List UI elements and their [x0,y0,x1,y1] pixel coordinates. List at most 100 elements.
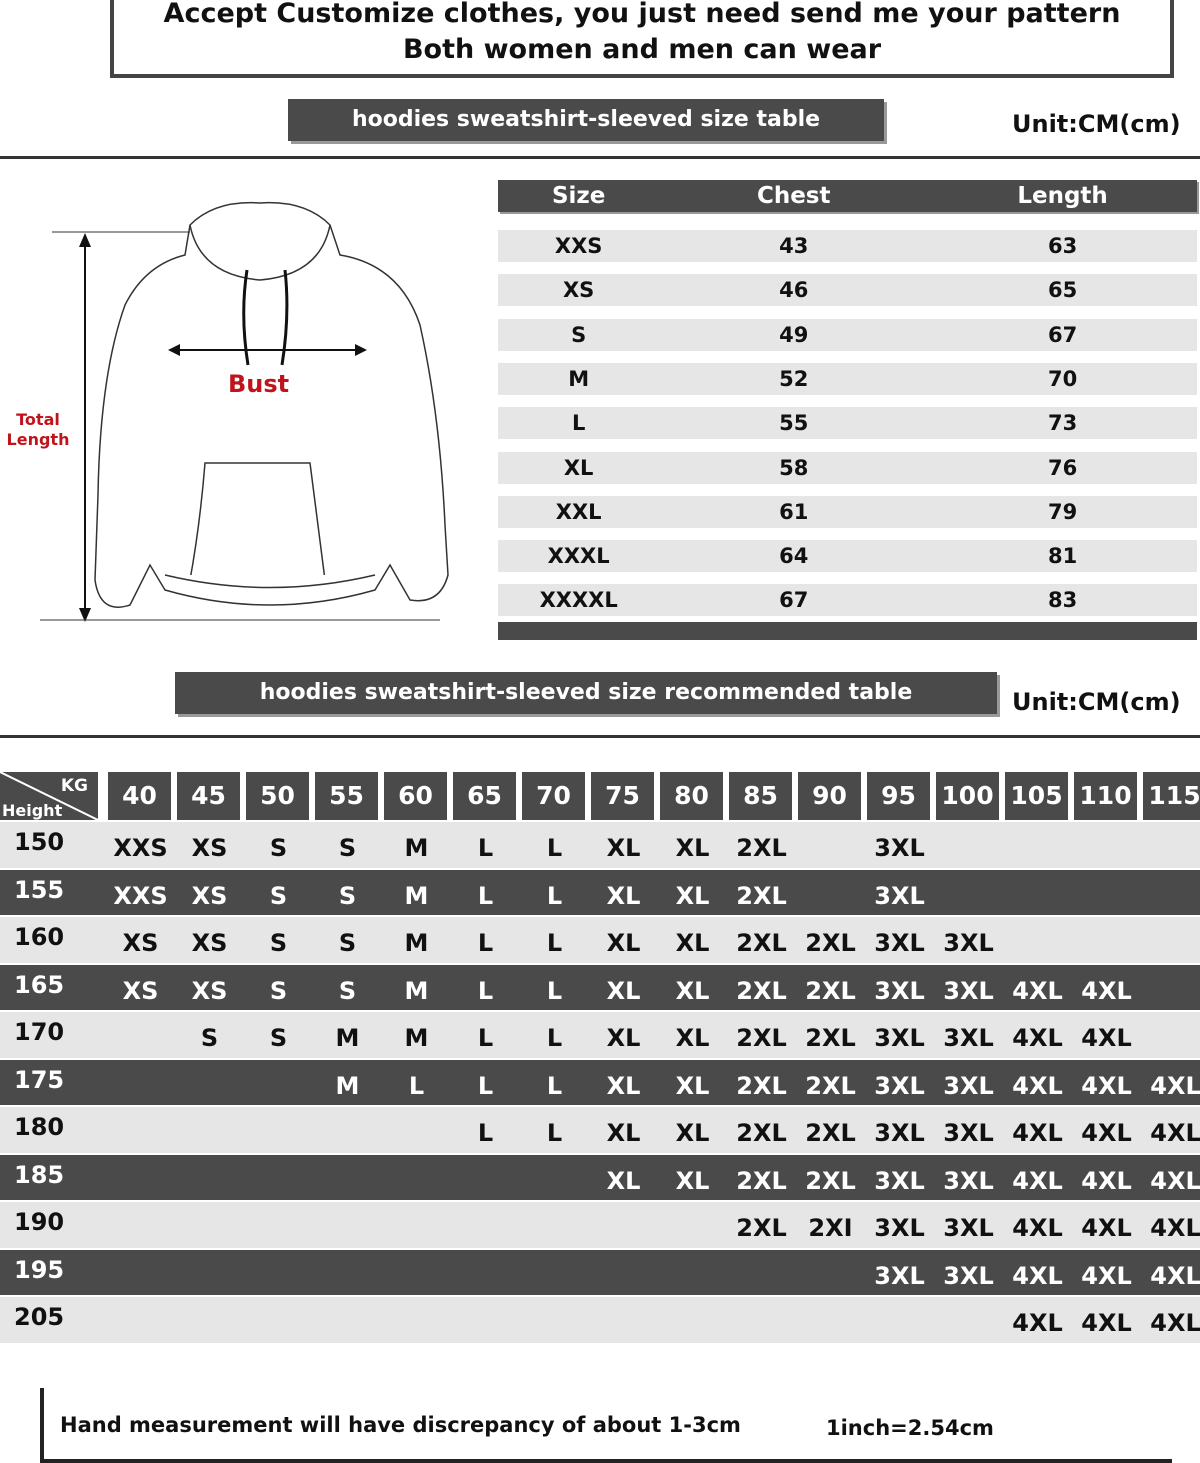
recommend-row: 180 L L XL XL 2XL 2XL 3XL 3XL 4XL 4XL 4XL [0,1105,1200,1153]
size-recommendation: S [269,834,288,862]
size-recommendation: XXS [113,881,168,910]
recommend-row: 205 4XL 4XL 4XL [0,1295,1200,1343]
size-recommendation: XL [675,1166,710,1195]
weight-header: 80 [660,772,723,820]
size-recommendation: 3XL [874,881,925,910]
size-recommendation: 4XL [1081,976,1132,1005]
size-recommendation: 3XL [943,1024,994,1052]
size-recommendation: XL [675,929,710,957]
header-length: Length [1017,183,1108,209]
size-recommendation: XL [675,1119,710,1147]
size-recommendation: 2XL [736,1166,787,1195]
weight-header: 95 [867,772,930,820]
size-recommendation: L [546,1119,563,1147]
size-recommendation: 4XL [1081,1261,1132,1290]
size-cell: XXXL [547,544,610,569]
size-recommendation: XL [675,976,710,1005]
total-length-label: Total Length [6,410,70,449]
size-recommendation: XL [606,1071,641,1100]
weight-header: 55 [315,772,378,820]
size-recommendation: 2XL [736,1024,787,1052]
chest-cell: 49 [779,322,809,347]
size-recommendation: 4XL [1081,1214,1132,1242]
length-cell: 65 [1047,278,1078,303]
weight-header: 75 [591,772,654,820]
size-recommendation: XXS [113,834,168,862]
recommend-row: 165 XS XS S S M L L XL XL 2XL 2XL 3XL 3XL 4XL 4XL [0,962,1200,1010]
size-recommendation: 2XL [736,881,787,910]
size-recommendation: L [408,1071,425,1100]
size-recommendation: L [546,1071,563,1100]
size-recommendation: 2XL [805,1119,856,1147]
size-cell: S [571,322,587,347]
size-recommendation: M [404,834,429,862]
size-recommendation: XL [675,834,710,862]
size-recommendation: XS [191,881,228,910]
size-recommendation: 3XL [874,1261,925,1290]
size-recommendation: 4XL [1012,1261,1063,1290]
size-recommendation: 2XL [805,976,856,1005]
recommend-row: 190 2XL 2XI 3XL 3XL 4XL 4XL 4XL [0,1200,1200,1248]
length-cell: 63 [1047,234,1078,258]
size-cell: M [568,366,590,391]
weight-header: 110 [1074,772,1137,820]
size-recommendation: L [477,881,494,910]
length-cell: 70 [1047,366,1078,391]
size-cell: XS [562,278,595,303]
size-row: XL 58 76 [498,451,1197,484]
length-cell: 81 [1047,544,1078,569]
height-cell: 150 [14,828,65,856]
size-recommendation: 4XL [1150,1119,1200,1147]
weight-header: 40 [108,772,171,820]
size-recommendation: 4XL [1012,1119,1063,1147]
size-recommendation: S [200,1024,219,1052]
size-recommendation: 2XL [736,1071,787,1100]
recommend-row: 195 3XL 3XL 4XL 4XL 4XL [0,1247,1200,1295]
size-recommendation: 4XL [1081,1119,1132,1147]
weight-header: 60 [384,772,447,820]
size-row: M 52 70 [498,362,1197,395]
size-recommendation: M [404,976,429,1005]
size-recommendation: 3XL [943,929,994,957]
chest-cell: 64 [779,544,809,569]
corner-height: Height [2,801,63,820]
hoodie-diagram [40,201,449,622]
inch-conversion: 1inch=2.54cm [826,1416,994,1440]
size-recommendation: 2XL [805,1071,856,1100]
header-chest: Chest [756,183,831,209]
size-recommendation: XS [191,976,228,1005]
weight-header: 70 [522,772,585,820]
size-recommendation: S [269,881,288,910]
height-cell: 180 [14,1113,65,1141]
height-cell: 190 [14,1208,65,1236]
size-recommendation: 2XL [736,929,787,957]
size-table-footer-bar [498,622,1197,640]
size-recommendation: 2XI [808,1214,853,1242]
header-size: Size [551,183,606,209]
size-recommendation: L [477,929,494,957]
height-cell: 170 [14,1018,65,1046]
size-recommendation: M [404,881,429,910]
size-recommendation: 2XL [736,1214,787,1242]
size-recommendation: 3XL [943,1261,994,1290]
size-table-unit: Unit:CM(cm) [1012,110,1181,138]
size-cell: L [571,411,586,436]
size-recommendation: XL [606,1119,641,1147]
size-recommendation: S [338,834,357,862]
size-recommendation: 4XL [1081,1166,1132,1195]
chest-cell: 58 [779,455,809,480]
size-recommendation: 3XL [874,1166,925,1195]
weight-header: 45 [177,772,240,820]
size-recommendation: XS [191,834,228,862]
size-row: XXL 61 79 [498,495,1197,528]
size-recommendation: 4XL [1081,1024,1132,1052]
divider [0,156,1200,159]
size-recommendation: 4XL [1150,1309,1200,1337]
weight-header: 65 [453,772,516,820]
recommend-table-unit: Unit:CM(cm) [1012,688,1181,716]
size-recommendation: M [404,1024,429,1052]
size-recommendation: 4XL [1012,976,1063,1005]
size-recommendation: XL [606,834,641,862]
footer-note-box: Hand measurement will have discrepancy o… [40,1388,1172,1463]
size-recommendation: 4XL [1012,1214,1063,1242]
